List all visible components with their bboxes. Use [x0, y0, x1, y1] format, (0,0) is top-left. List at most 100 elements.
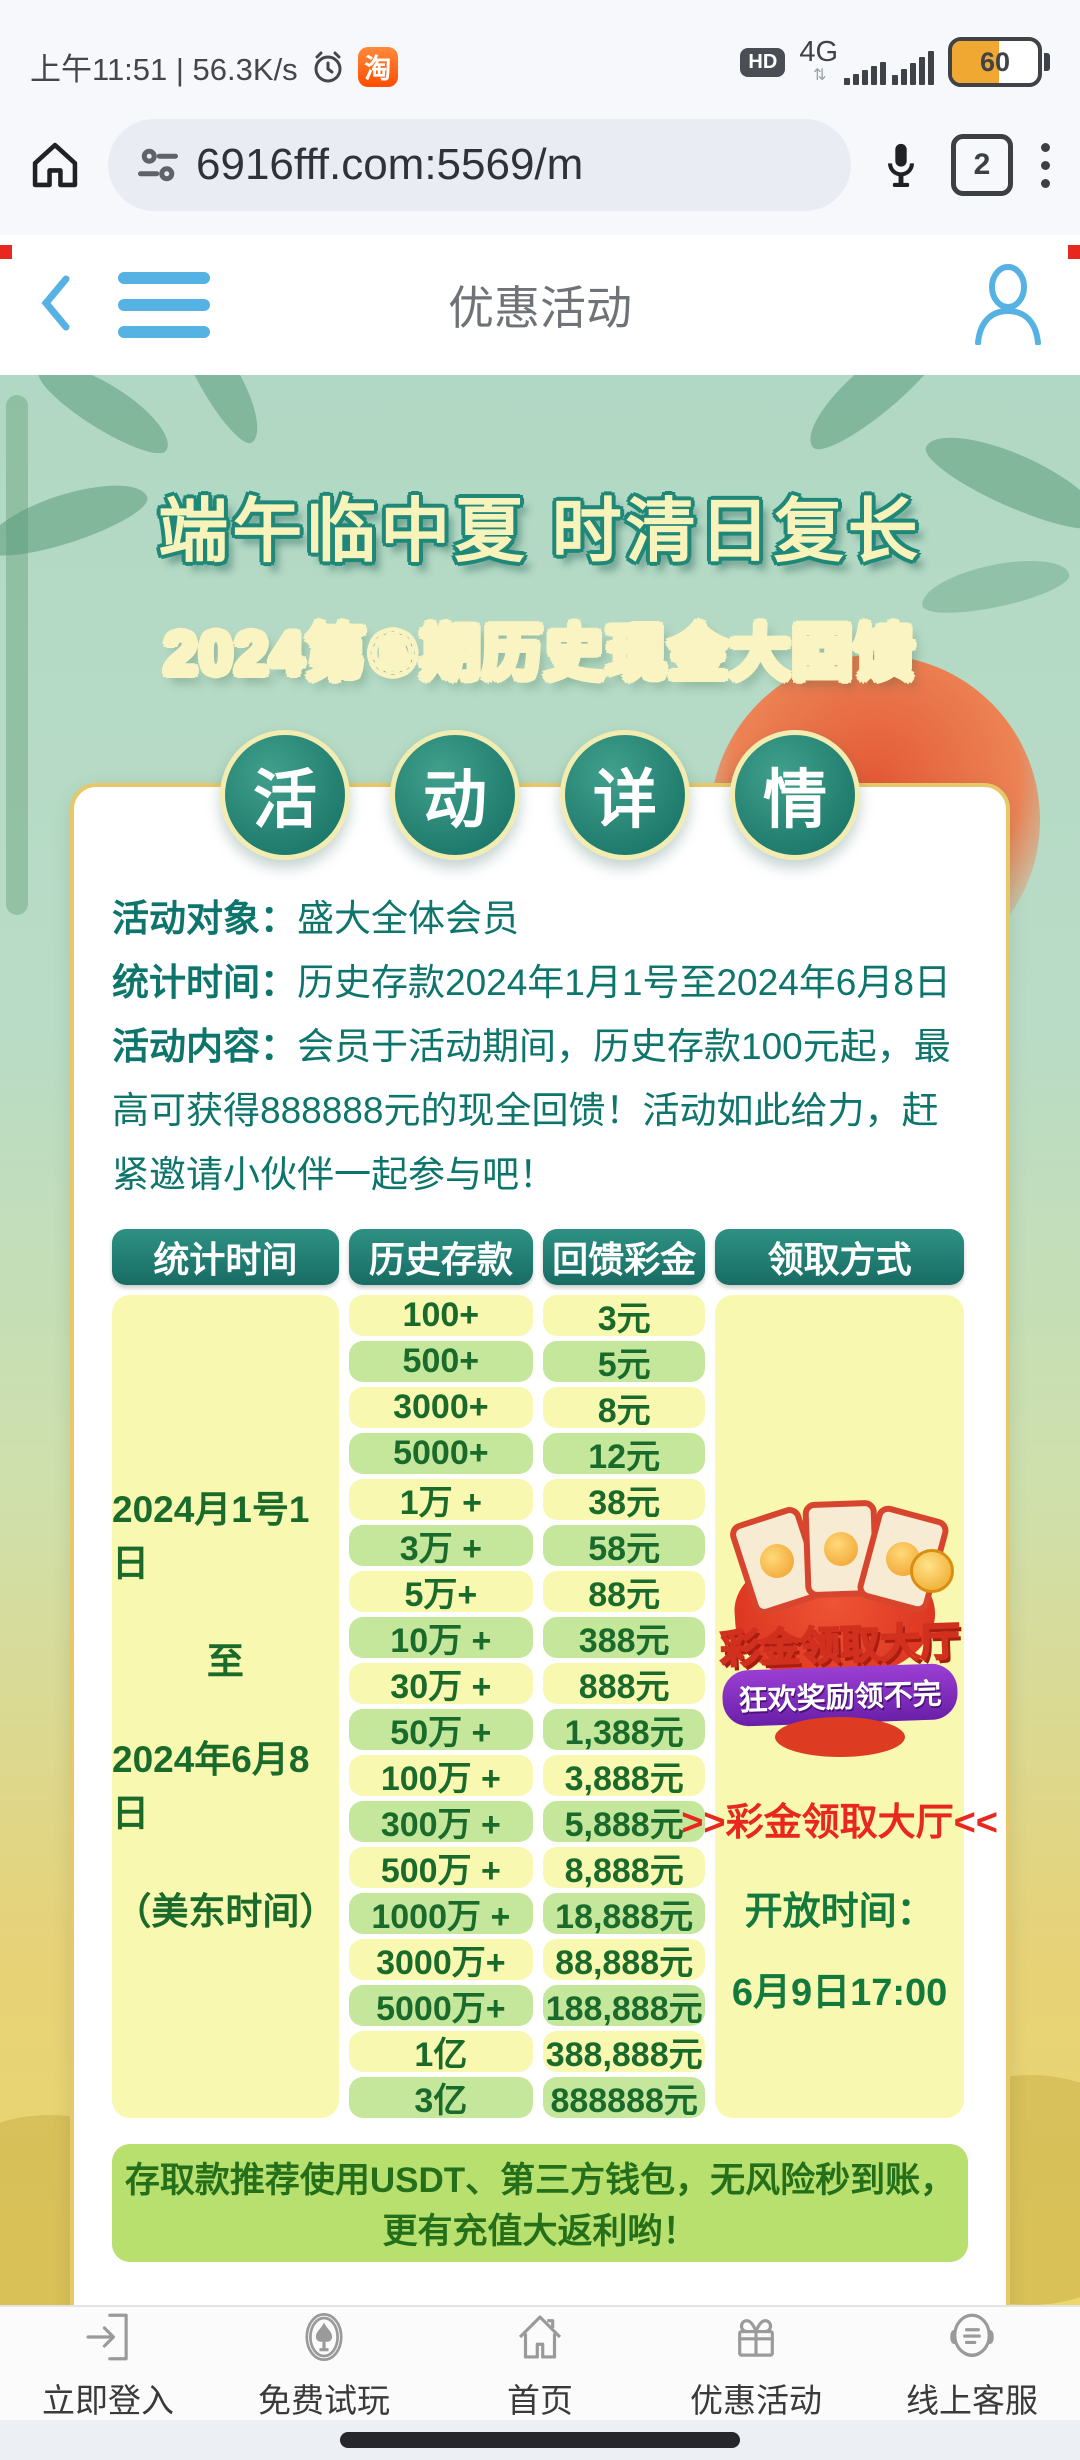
deposit-cell: 5000万+	[348, 1985, 533, 2028]
banner-subtitle: 2024第⑤期历史现金大回馈	[0, 605, 1080, 692]
deposit-column: 100+ 500+ 3000+ 5000+ 1万 +3万 +5万+ 10万 +30万 +5…	[348, 1295, 533, 2120]
nav-home[interactable]: 首页	[432, 2308, 648, 2422]
battery-fill	[952, 41, 1000, 83]
bonus-cell: 3元	[542, 1295, 706, 1338]
bamboo-leaf	[167, 375, 273, 451]
deposit-cell: 3000万+	[348, 1939, 533, 1982]
deposit-cell: 1亿	[348, 2031, 533, 2074]
open-time-label: 开放时间：	[744, 1891, 935, 1933]
deposit-cell: 50万 +	[348, 1709, 533, 1752]
deposit-cell: 5000+	[348, 1433, 533, 1474]
tab-switcher-button[interactable]: 2	[951, 134, 1013, 196]
bonus-cell: 388,888元	[542, 2031, 706, 2074]
hd-badge: HD	[740, 47, 786, 77]
url-field[interactable]: 6916fff.com:5569/m	[108, 119, 851, 211]
deposit-cell: 10万 +	[348, 1617, 533, 1660]
nav-label: 立即登入	[42, 2381, 174, 2419]
bonus-cell: 5元	[542, 1341, 706, 1384]
signal-bars-sim1	[844, 62, 886, 86]
example-text: 例：会员于1月1日-5月8日累积存款达到30万，即可于6月9日17:00即可获得…	[112, 2296, 968, 2305]
home-icon	[518, 2314, 562, 2359]
mic-icon[interactable]	[875, 139, 927, 191]
battery-level: 60	[979, 46, 1011, 77]
url-text[interactable]: 6916fff.com:5569/m	[196, 140, 584, 189]
bonus-cell: 888元	[542, 1663, 706, 1706]
back-button[interactable]	[34, 271, 78, 340]
nav-free-play[interactable]: 免费试玩	[216, 2308, 432, 2422]
bonus-cell: 8,888元	[542, 1847, 706, 1890]
intro-line: 活动对象：盛大全体会员	[112, 898, 519, 939]
bonus-cell: 388元	[542, 1617, 706, 1660]
deposit-cell: 100万 +	[348, 1755, 533, 1798]
status-bar: 上午11:51 | 56.3K/s 淘 HD 4G ⇅	[0, 0, 1080, 95]
table-header-deposit: 历史存款	[348, 1229, 533, 1285]
bonus-cell: 88,888元	[542, 1939, 706, 1982]
bonus-cell: 58元	[542, 1525, 706, 1568]
network-type-label: 4G	[799, 35, 838, 68]
browser-menu-icon[interactable]	[1037, 139, 1054, 192]
alarm-clock-icon	[314, 51, 342, 82]
table-header-bonus: 回馈彩金	[542, 1229, 706, 1285]
corner-mark-left	[0, 245, 12, 259]
signal-bars-sim2	[892, 51, 934, 86]
page-title: 优惠活动	[448, 282, 632, 334]
menu-button[interactable]	[118, 272, 210, 338]
app-header: 优惠活动	[0, 235, 1080, 375]
deposit-cell: 30万 +	[348, 1663, 533, 1706]
bonus-cell: 3,888元	[542, 1755, 706, 1798]
table-header-claim: 领取方式	[715, 1229, 964, 1285]
network-indicator: 4G ⇅	[799, 35, 934, 86]
bonus-cell: 1,388元	[542, 1709, 706, 1752]
deposit-cell: 1000万 +	[348, 1893, 533, 1936]
gesture-bar[interactable]	[340, 2432, 740, 2448]
deposit-cell: 500+	[348, 1341, 533, 1382]
corner-mark-right	[1068, 245, 1080, 259]
bamboo-leaf	[29, 375, 181, 466]
deposit-cell: 3万 +	[348, 1525, 533, 1568]
intro-line: 活动内容：会员于活动期间，历史存款100元起，最高可获得888888元的现全回馈…	[112, 1026, 951, 1195]
promo-page: 端午临中夏 时清日复长 2024第⑤期历史现金大回馈 活 动 详 情 活动对象：…	[0, 375, 1080, 2305]
nav-label: 线上客服	[906, 2381, 1038, 2419]
deposit-cell: 100+	[348, 1295, 533, 1336]
nav-promotions[interactable]: 优惠活动	[648, 2308, 864, 2422]
period-cell: 2024月1号1日 至 2024年6月8日 （美东时间）	[112, 1295, 339, 2118]
deposit-cell: 500万 +	[348, 1847, 533, 1890]
chevron-left-icon	[41, 275, 70, 330]
bonus-cell: 188,888元	[542, 1985, 706, 2028]
badge-circle: 详	[560, 730, 690, 860]
spade-chip-icon	[305, 2312, 343, 2361]
badge-circle: 活	[220, 730, 350, 860]
nav-label: 首页	[507, 2381, 573, 2419]
bonus-cell: 888888元	[542, 2077, 706, 2120]
account-button[interactable]	[970, 261, 1046, 350]
bonus-cell: 5,888元	[542, 1801, 706, 1844]
deposit-cell: 1万 +	[348, 1479, 533, 1522]
browser-toolbar: 6916fff.com:5569/m 2	[0, 95, 1080, 235]
content-card: 活动对象：盛大全体会员 统计时间：历史存款2024年1月1号至2024年6月8日…	[70, 783, 1010, 2305]
banner-title: 端午临中夏 时清日复长	[158, 492, 922, 570]
nav-label: 优惠活动	[690, 2381, 822, 2419]
network-arrows-icon: ⇅	[812, 67, 826, 85]
bonus-hall-link[interactable]: >>彩金领取大厅<<	[681, 1802, 998, 1844]
red-base	[774, 1717, 905, 1757]
taobao-app-icon: 淘	[357, 46, 398, 87]
site-settings-icon[interactable]	[138, 145, 178, 185]
nav-login[interactable]: 立即登入	[0, 2308, 216, 2422]
nav-label: 免费试玩	[258, 2381, 390, 2419]
gesture-area	[0, 2420, 1080, 2460]
bonus-hall-graphic: 彩金领取大厅 狂欢奖励领不完	[718, 1495, 961, 1765]
intro-text: 活动对象：盛大全体会员 统计时间：历史存款2024年1月1号至2024年6月8日…	[112, 887, 968, 1207]
bottom-nav: 立即登入 免费试玩 首页 优惠活动	[0, 2305, 1080, 2422]
badge-circle: 情	[730, 730, 860, 860]
deposit-cell: 3亿	[348, 2077, 533, 2120]
bonus-cell: 88元	[542, 1571, 706, 1614]
nav-support[interactable]: 线上客服	[864, 2308, 1080, 2422]
browser-home-icon[interactable]	[26, 136, 84, 194]
usdt-notice: 存取款推荐使用USDT、第三方钱包，无风险秒到账，更有充值大返利哟！	[112, 2144, 968, 2262]
bonus-column: 3元 5元 8元 12元 38元 58元 88元 388元 888元 1,388元 3,888元 5,…	[542, 1295, 706, 2120]
table-header-period: 统计时间	[112, 1229, 339, 1285]
bonus-table: 统计时间 历史存款 回馈彩金 领取方式 2024月1号1日 至 2024年6月8…	[112, 1229, 998, 2120]
bonus-cell: 38元	[542, 1479, 706, 1522]
banner-badges: 活 动 详 情	[0, 730, 1080, 860]
